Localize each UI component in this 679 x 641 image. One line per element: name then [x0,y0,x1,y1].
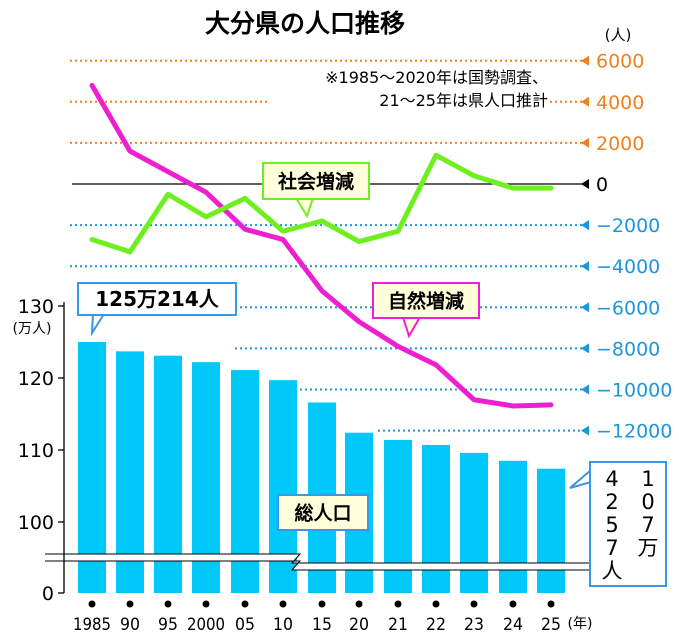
axis-break-line [45,560,590,571]
x-tick-label: 25 [541,615,561,635]
callout-last-value [589,461,667,587]
callout-social-pointer [294,197,315,219]
axis-break-line [45,553,590,564]
tick-arrow-icon [581,384,589,395]
x-tick-label: 15 [312,615,332,635]
right-tick-label: −8000 [596,338,660,360]
right-tick-label: −2000 [596,215,660,237]
x-tick-label: 23 [464,615,484,635]
year-dot [394,600,402,608]
tick-arrow-icon [581,343,589,354]
tick-arrow-icon [581,220,589,231]
callout-social [262,162,370,200]
bar [154,355,182,593]
callout-natural-pointer [401,316,422,339]
callout-natural [372,282,480,319]
last-value-char: 7 [641,513,654,537]
year-dot [509,600,517,608]
last-value-char: 7 [605,536,618,560]
right-tick-label: −4000 [596,256,660,278]
year-dot [88,600,96,608]
year-dot [202,600,210,608]
callout-first-value [77,282,237,316]
year-dot [470,600,478,608]
last-value-char: 0 [641,490,654,514]
x-tick-label: 1985 [73,615,111,635]
last-value-char: 5 [605,513,618,537]
left-tick-label: 100 [18,512,54,534]
year-dot [547,600,555,608]
callout-social-label: 社会増減 [277,170,354,193]
year-dot [241,600,249,608]
x-tick-label: 24 [503,615,523,635]
bar [116,351,144,593]
right-tick-label: −12000 [596,421,672,443]
note-bg [268,64,550,110]
left-tick-label: 120 [18,368,54,390]
last-value-char: 2 [605,490,618,514]
right-tick-label: 4000 [596,92,644,114]
x-tick-label: 90 [120,615,140,635]
bar [78,342,106,593]
callout-total-label: 総人口 [294,501,351,524]
year-dot [126,600,134,608]
callout-last-value-pointer [569,467,592,489]
bar [422,444,450,593]
left-tick-label: 130 [18,296,54,318]
tick-arrow-icon [581,137,589,148]
chart-title: 大分県の人口推移 [205,9,405,38]
right-tick-label: 6000 [596,51,644,73]
x-tick-label: 95 [158,615,178,635]
axis-break [45,554,590,570]
left-axis-unit: (万人) [13,321,52,337]
right-tick-label: 0 [596,174,608,196]
year-dot [279,600,287,608]
line-social [89,152,554,255]
note-line: 21～25年は県人口推計 [379,91,548,110]
year-dot [318,600,326,608]
callout-first-value-label: 125万214人 [95,287,219,311]
x-tick-label: 2000 [187,615,225,635]
last-value-char: 1 [641,467,654,491]
year-dot [432,600,440,608]
tick-arrow-icon [581,96,589,107]
x-tick-label: 21 [388,615,408,635]
tick-arrow-icon [581,261,589,272]
line-natural [89,82,554,409]
right-tick-label: 2000 [596,133,644,155]
callout-natural-label: 自然増減 [388,289,464,312]
callout-first-value-pointer [90,313,106,337]
note-line: ※1985～2020年は国勢調査、 [325,68,548,87]
callout-total [277,494,369,531]
bar [499,460,527,593]
year-dot [355,600,363,608]
right-axis-unit: (人) [605,26,632,44]
tick-arrow-icon [581,425,589,436]
bar [460,452,488,593]
tick-arrow-icon [581,55,589,66]
right-tick-label: −10000 [596,380,672,402]
last-value-char: 人 [602,559,623,583]
right-tick-label: −6000 [596,297,660,319]
bar [537,468,565,593]
x-tick-label: 20 [349,615,369,635]
left-tick-label: 0 [42,583,54,605]
x-tick-label: 05 [235,615,255,635]
last-value-char: 万 [638,536,659,560]
left-tick-label: 110 [18,440,54,462]
last-value-char: 4 [605,467,618,491]
x-axis-unit: (年) [568,616,593,632]
year-dot [164,600,172,608]
x-tick-label: 10 [273,615,293,635]
tick-arrow-icon [581,179,589,189]
tick-arrow-icon [581,302,589,313]
x-tick-label: 22 [426,615,446,635]
